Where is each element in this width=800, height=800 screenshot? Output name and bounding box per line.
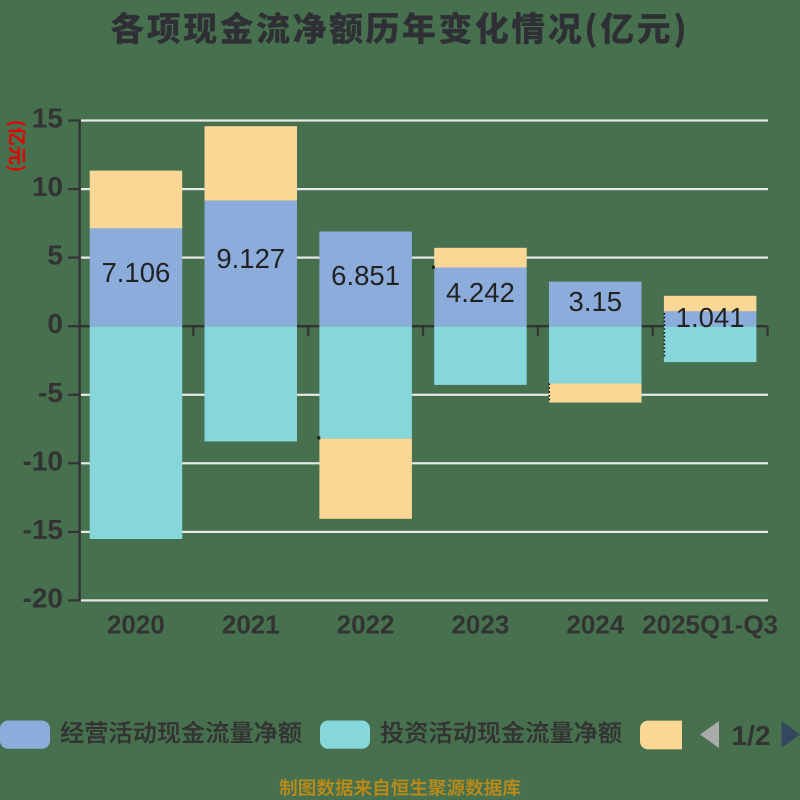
svg-text:-5: -5 xyxy=(38,377,63,408)
svg-text:7.106: 7.106 xyxy=(101,257,170,288)
svg-text:2021: 2021 xyxy=(222,610,280,640)
svg-text:9.127: 9.127 xyxy=(216,243,285,274)
svg-text:10: 10 xyxy=(32,171,63,202)
svg-text:6.851: 6.851 xyxy=(331,260,400,291)
svg-text:1.041: 1.041 xyxy=(676,302,745,333)
svg-text:2023: 2023 xyxy=(451,610,509,640)
svg-text:15: 15 xyxy=(32,103,63,134)
svg-text:-10: -10 xyxy=(23,445,63,476)
svg-text:-15: -15 xyxy=(23,514,63,545)
svg-text:5: 5 xyxy=(47,240,63,271)
svg-text:3.15: 3.15 xyxy=(569,286,623,317)
svg-text:0: 0 xyxy=(47,308,63,339)
svg-text:2025Q1-Q3: 2025Q1-Q3 xyxy=(642,610,778,640)
svg-text:1/2: 1/2 xyxy=(732,720,771,751)
svg-text:2020: 2020 xyxy=(107,610,165,640)
svg-text:4.242: 4.242 xyxy=(446,277,515,308)
svg-text:-20: -20 xyxy=(23,582,63,613)
svg-text:2022: 2022 xyxy=(337,610,395,640)
svg-text:2024: 2024 xyxy=(566,610,624,640)
